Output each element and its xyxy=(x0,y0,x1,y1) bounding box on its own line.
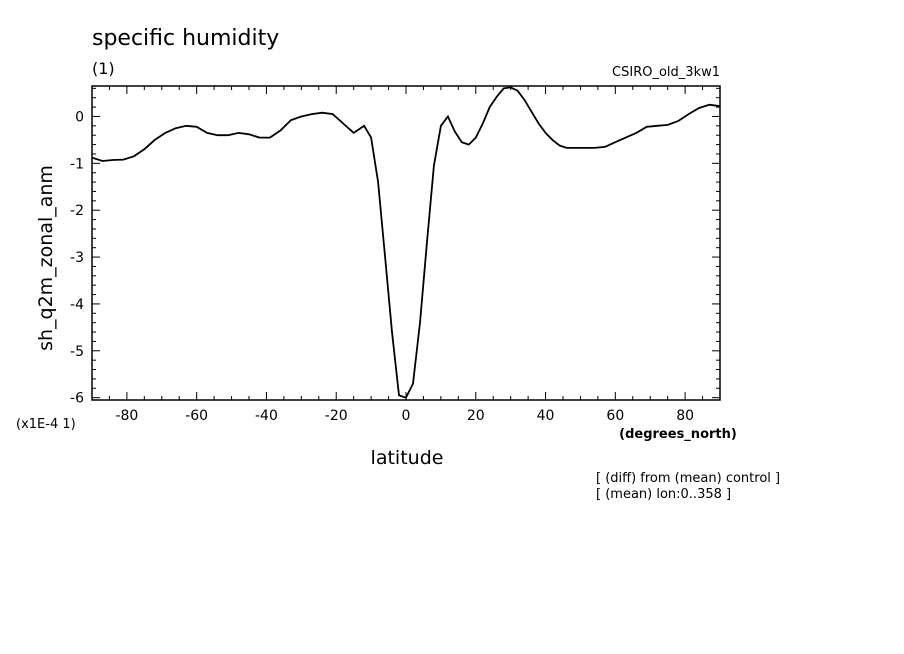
y-tick-label: -4 xyxy=(70,297,84,313)
y-tick-label: 0 xyxy=(75,109,84,125)
y-ticks: 0 -1 -2 -3 -4 -5 -6 xyxy=(70,87,720,407)
footnote-1: [ (diff) from (mean) control ] xyxy=(596,471,780,486)
y-axis-label: sh_q2m_zonal_anm xyxy=(35,165,57,351)
x-axis-label: latitude xyxy=(371,447,444,469)
model-label: CSIRO_old_3kw1 xyxy=(612,65,720,80)
x-tick-label: 20 xyxy=(467,408,485,424)
x-tick-label: 40 xyxy=(537,408,555,424)
y-tick-label: -3 xyxy=(70,250,84,266)
y-tick-label: -6 xyxy=(70,391,84,407)
x-tick-label: 0 xyxy=(402,408,411,424)
x-tick-label: 80 xyxy=(676,408,694,424)
y-tick-label: -1 xyxy=(70,156,84,172)
x-tick-label: -20 xyxy=(325,408,348,424)
y-scale-note: (x1E-4 1) xyxy=(16,417,76,432)
plot-frame xyxy=(91,85,721,401)
axes xyxy=(91,85,721,401)
x-tick-label: 60 xyxy=(606,408,624,424)
chart-title: specific humidity xyxy=(92,26,279,51)
chart-subtitle: (1) xyxy=(92,59,115,78)
x-tick-label: -80 xyxy=(115,408,138,424)
footnote-2: [ (mean) lon:0..358 ] xyxy=(596,487,731,502)
x-tick-label: -60 xyxy=(185,408,208,424)
x-axis-units: (degrees_north) xyxy=(619,427,737,442)
x-ticks: -80 -60 -40 -20 0 20 40 60 80 xyxy=(91,86,721,424)
y-tick-label: -2 xyxy=(70,203,84,219)
series-line xyxy=(91,86,721,399)
y-tick-label: -5 xyxy=(70,344,84,360)
x-tick-label: -40 xyxy=(255,408,278,424)
